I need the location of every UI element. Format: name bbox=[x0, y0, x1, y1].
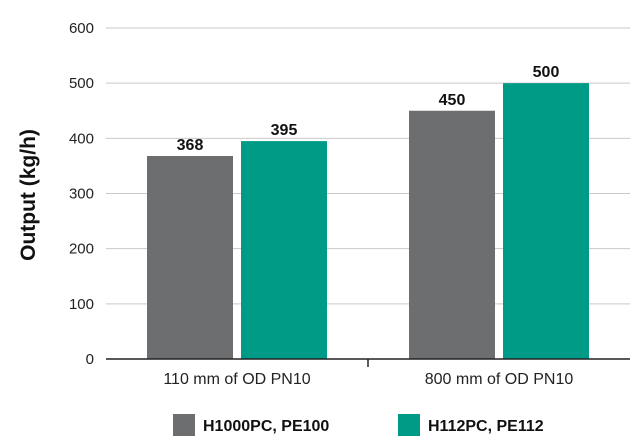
legend: H1000PC, PE100 H112PC, PE112 bbox=[173, 414, 544, 436]
bar bbox=[409, 110, 495, 359]
value-labels: 368 395 450 500 bbox=[177, 64, 560, 154]
y-tick-label: 100 bbox=[69, 296, 94, 313]
y-tick-label: 200 bbox=[69, 241, 94, 258]
x-axis bbox=[106, 358, 630, 367]
value-label: 368 bbox=[177, 137, 204, 154]
y-tick-label: 300 bbox=[69, 186, 94, 203]
x-category-labels: 110 mm of OD PN10 800 mm of OD PN10 bbox=[163, 371, 573, 388]
bars bbox=[147, 83, 589, 360]
legend-label: H112PC, PE112 bbox=[428, 418, 544, 435]
y-axis-title: Output (kg/h) bbox=[17, 129, 40, 261]
value-label: 450 bbox=[439, 92, 466, 109]
legend-swatch bbox=[398, 414, 420, 436]
legend-swatch bbox=[173, 414, 195, 436]
y-tick-label: 400 bbox=[69, 130, 94, 147]
bar bbox=[503, 83, 589, 360]
x-category-label: 110 mm of OD PN10 bbox=[163, 371, 310, 388]
bar bbox=[241, 141, 327, 359]
bar bbox=[147, 155, 233, 359]
y-tick-label: 0 bbox=[86, 351, 94, 368]
value-label: 395 bbox=[271, 122, 298, 139]
x-category-label: 800 mm of OD PN10 bbox=[425, 371, 574, 388]
y-tick-label: 600 bbox=[69, 20, 94, 37]
value-label: 500 bbox=[533, 64, 560, 81]
y-tick-labels: 0 100 200 300 400 500 600 bbox=[69, 20, 94, 368]
legend-label: H1000PC, PE100 bbox=[203, 418, 329, 435]
y-tick-label: 500 bbox=[69, 75, 94, 92]
